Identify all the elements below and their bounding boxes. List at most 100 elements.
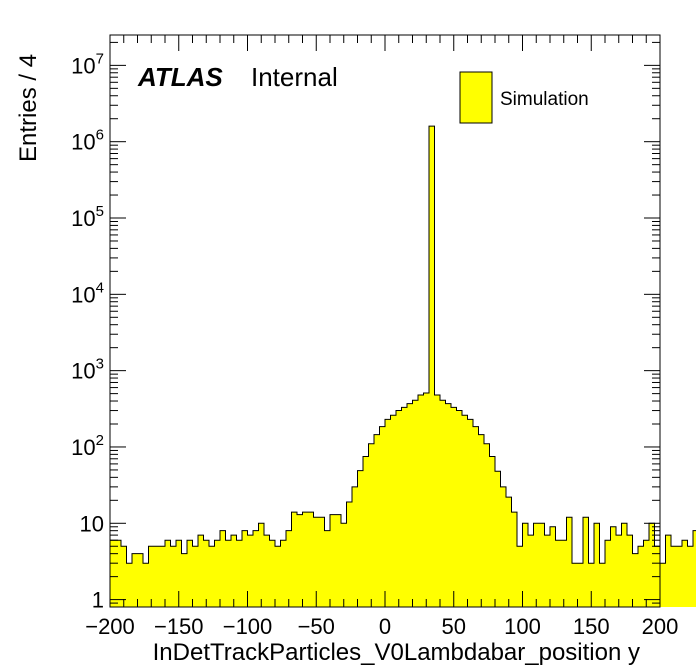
histogram-bar — [352, 486, 358, 607]
histogram-bar — [434, 394, 440, 607]
internal-label: Internal — [251, 62, 338, 92]
histogram-bar — [137, 553, 143, 607]
histogram-bar — [550, 526, 556, 607]
histogram-bar — [638, 546, 644, 607]
histogram-bar — [665, 535, 671, 607]
histogram-bar — [170, 546, 176, 607]
histogram-bar — [588, 563, 594, 607]
histogram-outline — [110, 125, 696, 564]
histogram-bar — [269, 540, 275, 607]
legend-swatch-simulation — [459, 71, 493, 124]
histogram-bar — [308, 512, 314, 607]
histogram-bar — [319, 517, 325, 607]
histogram-bar — [165, 540, 171, 607]
histogram-bar — [192, 546, 198, 607]
histogram-bar — [632, 553, 638, 607]
histogram-bar — [401, 407, 407, 607]
histogram-bar — [115, 540, 121, 607]
atlas-label: ATLAS — [137, 62, 223, 92]
axis-ticks — [109, 35, 661, 608]
x-tick-label: −100 — [223, 614, 273, 639]
y-tick-label: 105 — [71, 203, 104, 231]
histogram-bar — [412, 400, 418, 607]
x-tick-labels: −200 −150 −100 −50 0 50 100 150 200 — [85, 614, 678, 639]
histogram-bar — [577, 563, 583, 607]
x-tick-label: 100 — [504, 614, 541, 639]
histogram-bar — [335, 514, 341, 607]
histogram-bar — [511, 512, 517, 607]
histogram-bar — [572, 563, 578, 607]
histogram-bar — [291, 512, 297, 607]
histogram-bar — [467, 419, 473, 607]
y-tick-label: 107 — [71, 50, 104, 78]
histogram-bar — [566, 517, 572, 607]
histogram-bar — [643, 540, 649, 607]
histogram-bar — [231, 535, 237, 607]
histogram-bar — [126, 563, 132, 607]
histogram-bar — [478, 434, 484, 607]
histogram-bar — [533, 523, 539, 607]
histogram-bar — [214, 540, 220, 607]
histogram-bar — [528, 535, 534, 607]
histogram-bar — [143, 563, 149, 607]
histogram-bar — [198, 535, 204, 607]
y-axis-title: Entries / 4 — [15, 54, 42, 162]
histogram-bar — [687, 546, 693, 607]
legend: Simulation — [459, 71, 589, 124]
histogram-bar — [396, 410, 402, 607]
x-tick-label: 150 — [573, 614, 610, 639]
histogram-bar — [297, 514, 303, 607]
x-axis-title: InDetTrackParticles_V0Lambdabar_position… — [153, 639, 640, 666]
histogram-bar — [671, 546, 677, 607]
y-tick-labels: 1 10 102 103 104 105 106 107 — [71, 50, 104, 612]
histogram-bar — [517, 546, 523, 607]
histogram-bar — [423, 392, 429, 607]
histogram-bar — [390, 415, 396, 607]
histogram-bar — [693, 530, 696, 607]
histogram-bar — [176, 540, 182, 607]
x-tick-label: 200 — [642, 614, 679, 639]
histogram-bar — [264, 535, 270, 607]
x-tick-label: −200 — [85, 614, 135, 639]
histogram-bar — [341, 523, 347, 607]
histogram-bar — [209, 546, 215, 607]
histogram-bar — [489, 456, 495, 607]
histogram-bar — [110, 540, 116, 607]
histogram-bar — [385, 419, 391, 607]
histogram-bar — [220, 530, 226, 607]
histogram-bar — [500, 486, 506, 607]
histogram-bar — [440, 400, 446, 607]
histogram-bar — [247, 535, 253, 607]
histogram-bar — [313, 517, 319, 607]
histogram-bar — [484, 443, 490, 607]
histogram-bar — [275, 546, 281, 607]
histogram-bar — [132, 553, 138, 607]
histogram-bar — [148, 546, 154, 607]
histogram-bar — [346, 502, 352, 607]
histogram-bar — [539, 523, 545, 607]
histogram-bar — [473, 426, 479, 607]
histogram-bar — [445, 403, 451, 607]
histogram-bar — [605, 540, 611, 607]
histogram-bar — [203, 540, 209, 607]
histogram-bar — [159, 546, 165, 607]
histogram-bar — [253, 530, 259, 607]
histogram-bar — [187, 540, 193, 607]
histogram-bar — [583, 517, 589, 607]
histogram-bar — [418, 394, 424, 607]
histogram-bar — [660, 563, 666, 607]
legend-label-simulation: Simulation — [500, 89, 589, 110]
histogram-bar — [627, 535, 633, 607]
histogram-bars — [110, 125, 696, 607]
y-tick-label: 104 — [71, 279, 104, 307]
histogram-bar — [368, 443, 374, 607]
histogram-bar — [599, 563, 605, 607]
histogram-bar — [379, 426, 385, 607]
histogram-bar — [506, 497, 512, 607]
histogram-bar — [302, 512, 308, 607]
histogram-bar — [407, 403, 413, 607]
histogram-bar — [676, 546, 682, 607]
histogram-bar — [242, 530, 248, 607]
histogram-bar — [225, 540, 231, 607]
